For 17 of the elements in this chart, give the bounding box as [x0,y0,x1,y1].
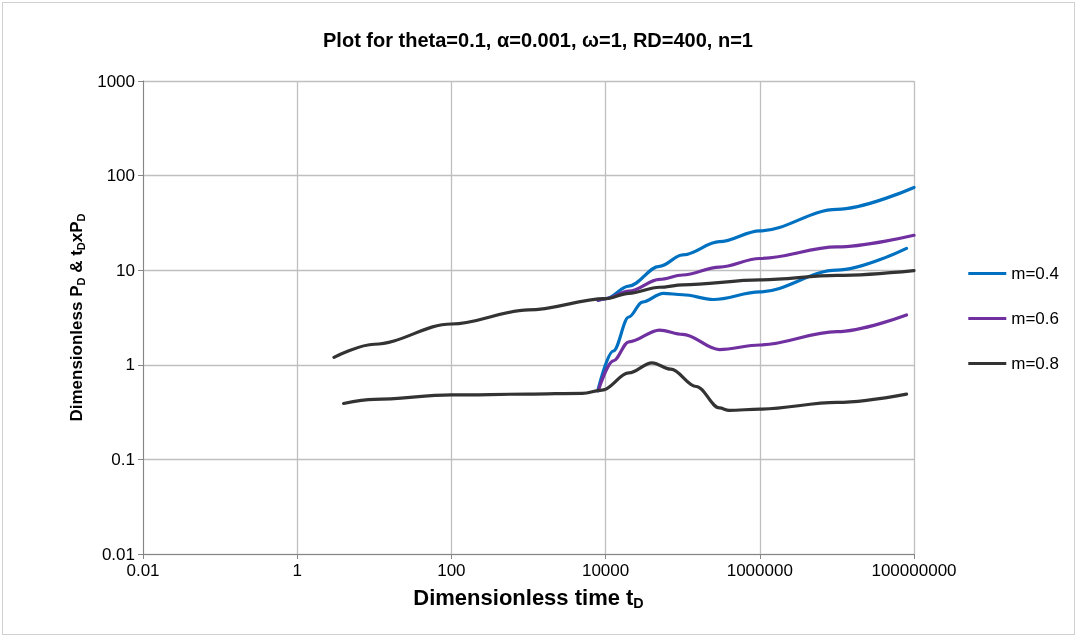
x-tick-label: 100 [437,561,466,580]
legend-label: m=0.6 [1011,309,1060,328]
y-tick-label: 0.01 [101,544,135,564]
x-tick-label: 1 [292,561,302,580]
legend-label: m=0.8 [1011,354,1060,373]
y-tick-label: 100 [106,166,135,186]
y-tick-label: 1 [125,355,135,375]
y-tick-label: 10 [116,260,135,280]
y-axis-title: Dimensionless PD & tDxPD [67,213,87,422]
legend-label: m=0.4 [1011,264,1060,283]
x-tick-label: 100000000 [871,561,957,580]
x-tick-label: 1000000 [726,561,793,580]
x-tick-label: 10000 [581,561,630,580]
y-tick-label: 1000 [97,71,135,91]
y-tick-label: 0.1 [111,449,135,469]
chart-title: Plot for theta=0.1, α=0.001, ω=1, RD=400, n=1 [323,29,753,51]
x-axis-title: Dimensionless time tD [413,585,644,611]
